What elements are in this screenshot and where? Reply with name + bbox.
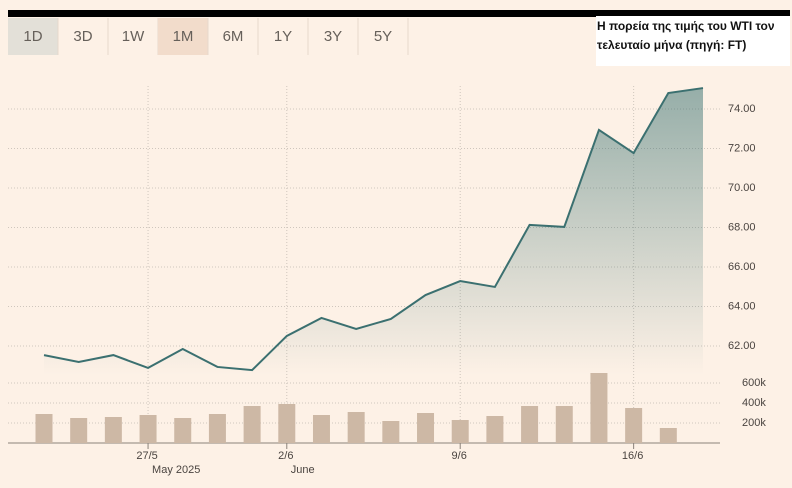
volume-bar bbox=[521, 406, 539, 443]
range-button[interactable] bbox=[158, 18, 208, 55]
y-tick-label: 66.00 bbox=[728, 261, 756, 273]
volume-bar bbox=[35, 414, 53, 443]
range-button-label[interactable]: 5Y bbox=[374, 28, 392, 45]
top-bar bbox=[8, 10, 790, 17]
range-button-label[interactable]: 3D bbox=[73, 28, 92, 45]
volume-bar bbox=[486, 416, 504, 443]
volume-bar bbox=[278, 404, 296, 443]
x-tick-label: 27/5 bbox=[136, 450, 157, 462]
y2-tick-label: 200k bbox=[742, 417, 766, 429]
volume-bar bbox=[139, 415, 157, 443]
volume-bar bbox=[70, 418, 88, 443]
price-area bbox=[44, 88, 703, 375]
y-tick-label: 70.00 bbox=[728, 182, 756, 194]
volume-bar bbox=[451, 420, 469, 443]
volume-bar bbox=[659, 428, 677, 443]
range-button-label[interactable]: 1Y bbox=[274, 28, 292, 45]
x-tick-label: 9/6 bbox=[452, 450, 467, 462]
y-tick-label: 72.00 bbox=[728, 142, 756, 154]
y-tick-label: 74.00 bbox=[728, 103, 756, 115]
chart-title: τελευταίο μήνα (πηγή: FT) bbox=[597, 38, 746, 52]
range-button[interactable] bbox=[8, 18, 58, 55]
y2-tick-label: 400k bbox=[742, 397, 766, 409]
x-tick-label: 2/6 bbox=[278, 450, 293, 462]
volume-bar bbox=[417, 413, 435, 443]
volume-bar bbox=[174, 418, 192, 443]
chart-title: Η πορεία της τιμής του WTI τον bbox=[597, 19, 775, 33]
volume-bar bbox=[104, 417, 122, 443]
y2-tick-label: 600k bbox=[742, 377, 766, 389]
range-button-label[interactable]: 1M bbox=[173, 28, 194, 45]
y-tick-label: 62.00 bbox=[728, 340, 756, 352]
x-period-label: June bbox=[291, 464, 315, 476]
price-line bbox=[43, 87, 704, 372]
volume-bar bbox=[312, 415, 330, 443]
range-button-label[interactable]: 1W bbox=[122, 28, 145, 45]
volume-bar bbox=[208, 414, 226, 443]
y-tick-label: 68.00 bbox=[728, 221, 756, 233]
range-button-label[interactable]: 3Y bbox=[324, 28, 342, 45]
range-button-label[interactable]: 6M bbox=[223, 28, 244, 45]
title-box bbox=[596, 16, 790, 66]
y-tick-label: 64.00 bbox=[728, 300, 756, 312]
x-tick-label: 16/6 bbox=[622, 450, 643, 462]
volume-bar bbox=[382, 421, 400, 443]
range-button-label[interactable]: 1D bbox=[23, 28, 42, 45]
volume-bar bbox=[625, 408, 643, 443]
volume-bar bbox=[347, 412, 365, 443]
volume-bar bbox=[590, 373, 608, 443]
volume-bar bbox=[243, 406, 261, 443]
volume-bar bbox=[555, 406, 573, 443]
x-period-label: May 2025 bbox=[152, 464, 200, 476]
